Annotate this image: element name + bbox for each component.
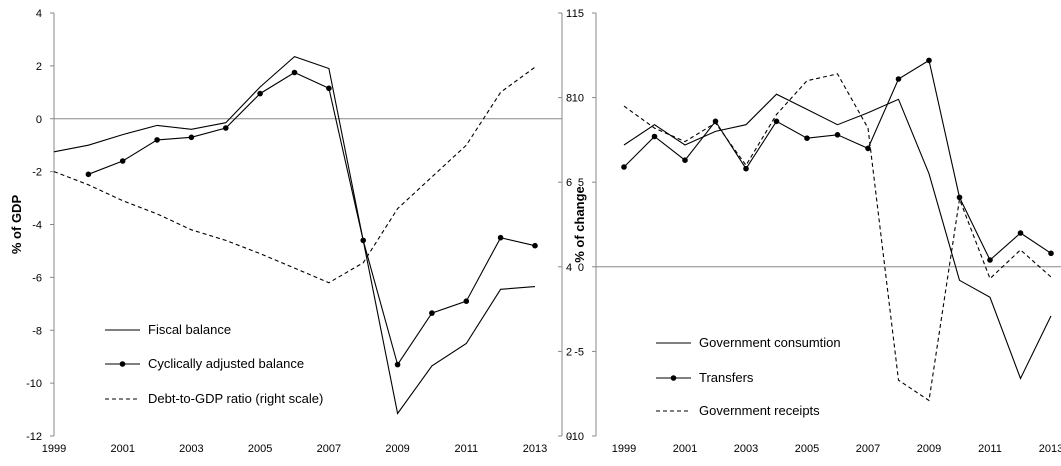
right-y-tick-4: -5 — [574, 346, 584, 358]
left-x-tick-4: 2007 — [317, 443, 341, 455]
left-x-tick-0: 1999 — [42, 443, 66, 455]
left-y2-tick-5: 0 — [566, 431, 572, 443]
left-x-tick-5: 2009 — [385, 443, 409, 455]
left-y-tick-3: -2 — [32, 167, 42, 179]
right-x-tick-7: 2013 — [1039, 443, 1061, 455]
right-x-tick-5: 2009 — [917, 443, 941, 455]
left-y-tick-8: -12 — [26, 431, 42, 443]
series-line-0-0 — [53, 55, 536, 415]
data-point-0-1-3 — [188, 134, 195, 141]
data-point-0-1-0 — [85, 171, 92, 178]
data-point-1-1-10 — [926, 57, 932, 64]
right-x-tick-2: 2003 — [734, 443, 758, 455]
right-x-tick-0: 1999 — [612, 443, 636, 455]
legend-label-1-0: Government consumtion — [699, 335, 841, 350]
right-x-tick-3: 2005 — [795, 443, 819, 455]
data-point-0-1-13 — [532, 242, 538, 249]
legend-label-0-0: Fiscal balance — [148, 322, 231, 337]
left-y2-tick-1: 8 — [566, 93, 572, 105]
left-y-tick-2: 0 — [36, 114, 42, 126]
left-x-tick-6: 2011 — [454, 443, 478, 455]
left-x-tick-3: 2005 — [248, 443, 272, 455]
data-point-1-1-2 — [682, 157, 688, 163]
series-line-1-2 — [623, 73, 1052, 402]
legend-label-0-2: Debt-to-GDP ratio (right scale) — [148, 391, 323, 406]
left-y2-tick-3: 4 — [566, 262, 572, 274]
data-point-1-1-6 — [804, 135, 810, 141]
left-y2-tick-0: 1 — [566, 8, 572, 20]
data-point-0-1-9 — [394, 361, 401, 368]
right-x-tick-1: 2001 — [673, 443, 697, 455]
data-point-1-1-7 — [834, 132, 841, 138]
data-point-0-1-4 — [223, 125, 229, 131]
left-y-tick-0: 4 — [36, 8, 42, 20]
left-y-tick-5: -6 — [32, 272, 42, 284]
left-y-tick-7: -10 — [26, 378, 42, 390]
series-line-0-2 — [53, 66, 536, 284]
left-y-axis-label: % of GDP — [9, 195, 24, 255]
data-point-1-1-11 — [956, 194, 963, 201]
data-point-1-1-4 — [743, 165, 749, 172]
right-y-tick-3: 0 — [578, 262, 584, 274]
data-point-1-1-12 — [987, 257, 993, 263]
data-point-0-1-6 — [291, 69, 298, 76]
data-point-0-1-5 — [257, 90, 263, 97]
legend-label-0-1: Cyclically adjusted balance — [148, 356, 304, 371]
right-y-tick-2: 5 — [578, 177, 584, 189]
legend-label-1-2: Government receipts — [699, 403, 820, 418]
series-line-1-0 — [623, 93, 1052, 380]
data-point-1-1-9 — [895, 76, 902, 82]
left-y-tick-1: 2 — [36, 61, 42, 73]
right-y-tick-0: 15 — [572, 8, 584, 20]
data-point-0-1-10 — [429, 310, 435, 316]
data-point-0-1-12 — [497, 234, 504, 241]
right-y-tick-1: 10 — [572, 93, 584, 105]
series-line-0-1 — [88, 71, 536, 366]
data-point-0-1-11 — [463, 298, 470, 305]
data-point-1-1-1 — [651, 133, 658, 140]
left-x-tick-2: 2003 — [179, 443, 203, 455]
data-point-1-1-3 — [712, 118, 719, 125]
right-y-axis-label: % of change — [572, 186, 587, 263]
right-y-tick-5: -10 — [568, 431, 584, 443]
data-point-1-1-0 — [621, 164, 627, 170]
data-point-0-1-2 — [154, 137, 160, 143]
left-x-tick-1: 2001 — [110, 443, 134, 455]
left-y-tick-6: -8 — [32, 325, 42, 337]
data-point-0-1-1 — [119, 158, 126, 164]
right-x-tick-4: 2007 — [856, 443, 880, 455]
right-panel-background — [582, 0, 1061, 466]
data-point-0-1-8 — [360, 237, 367, 244]
legend-label-1-1: Transfers — [699, 370, 754, 385]
legend-marker-1-1 — [670, 375, 677, 381]
data-point-1-1-8 — [865, 145, 871, 152]
data-point-0-1-7 — [326, 85, 332, 92]
left-y2-tick-2: 6 — [566, 177, 572, 189]
right-x-tick-6: 2011 — [978, 443, 1002, 455]
left-x-tick-7: 2013 — [523, 443, 547, 455]
data-point-1-1-13 — [1017, 230, 1024, 236]
left-y2-tick-4: 2 — [566, 346, 572, 358]
legend-marker-0-1 — [119, 361, 126, 367]
left-y-tick-4: -4 — [32, 220, 42, 232]
data-point-1-1-5 — [773, 118, 780, 125]
data-point-1-1-14 — [1048, 250, 1054, 257]
